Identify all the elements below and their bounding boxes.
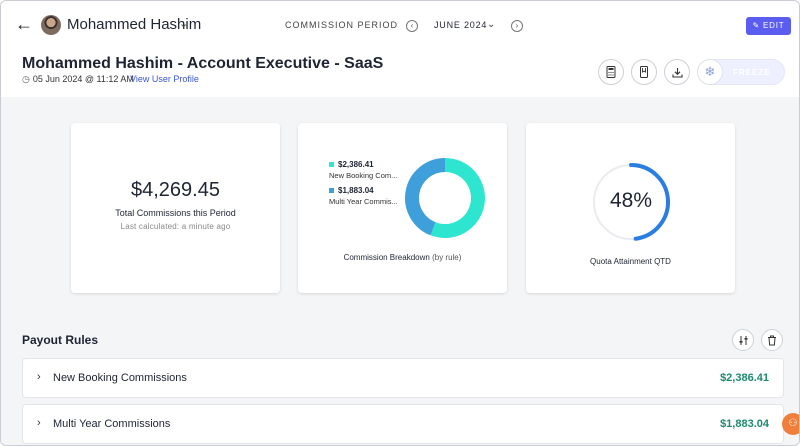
filter-button[interactable] bbox=[732, 329, 754, 351]
clock-icon: ◷ bbox=[22, 74, 30, 84]
trash-icon bbox=[768, 335, 776, 345]
sliders-icon bbox=[739, 335, 747, 345]
legend-name: Multi Year Commis... bbox=[329, 197, 398, 206]
help-icon: ⚇ bbox=[788, 418, 798, 429]
donut-slice bbox=[430, 158, 485, 238]
donut-slice bbox=[405, 158, 446, 236]
calculator-button[interactable] bbox=[598, 59, 624, 85]
bookmark-icon bbox=[640, 66, 648, 78]
legend-value: $2,386.41 bbox=[338, 160, 374, 169]
payout-rule-row[interactable]: › Multi Year Commissions $1,883.04 bbox=[22, 404, 784, 444]
payout-rules-title: Payout Rules bbox=[22, 333, 99, 347]
page-title: Mohammed Hashim - Account Executive - Sa… bbox=[22, 55, 384, 72]
period-label: COMMISSION PERIOD bbox=[285, 20, 399, 30]
rule-amount: $1,883.04 bbox=[720, 418, 769, 430]
help-chat-button[interactable]: ⚇ bbox=[782, 413, 799, 435]
calculator-icon bbox=[606, 66, 616, 78]
freeze-button[interactable]: ❄ FREEZE bbox=[697, 59, 785, 85]
quota-ring bbox=[593, 163, 670, 241]
commission-breakdown-card: $2,386.41 New Booking Com... $1,883.04 M… bbox=[298, 123, 507, 293]
quota-value: 48% bbox=[609, 189, 653, 212]
view-user-profile-link[interactable]: View User Profile bbox=[130, 74, 199, 84]
top-bar: ← Mohammed Hashim ⌄ COMMISSION PERIOD ‹ … bbox=[1, 1, 799, 49]
download-icon bbox=[671, 67, 683, 78]
period-chevron-down-icon[interactable]: ⌄ bbox=[487, 19, 496, 30]
snowflake-icon: ❄ bbox=[697, 59, 723, 85]
previous-period-icon[interactable]: ‹ bbox=[406, 20, 418, 32]
breakdown-donut-chart bbox=[405, 158, 485, 238]
quota-label: Quota Attainment QTD bbox=[590, 257, 671, 266]
avatar bbox=[41, 15, 61, 35]
period-selector[interactable]: JUNE 2024 bbox=[434, 20, 488, 30]
rule-name: Multi Year Commissions bbox=[53, 418, 171, 430]
legend-swatch bbox=[329, 188, 334, 193]
rule-name: New Booking Commissions bbox=[53, 372, 187, 384]
breakdown-label: Commission Breakdown (by rule) bbox=[298, 253, 507, 262]
last-calculated: Last calculated: a minute ago bbox=[120, 222, 231, 231]
chevron-right-icon[interactable]: › bbox=[37, 371, 41, 383]
legend-value: $1,883.04 bbox=[338, 186, 374, 195]
chevron-down-icon[interactable]: ⌄ bbox=[179, 18, 189, 30]
download-button[interactable] bbox=[664, 59, 690, 85]
total-label: Total Commissions this Period bbox=[115, 208, 236, 218]
delete-button[interactable] bbox=[761, 329, 783, 351]
bookmark-button[interactable] bbox=[631, 59, 657, 85]
chevron-right-icon[interactable]: › bbox=[37, 417, 41, 429]
freeze-label: FREEZE bbox=[733, 67, 771, 77]
edit-button[interactable]: ✎ EDIT bbox=[746, 17, 791, 35]
next-period-icon[interactable]: › bbox=[511, 20, 523, 32]
legend-name: New Booking Com... bbox=[329, 171, 398, 180]
edit-label: EDIT bbox=[763, 21, 785, 30]
total-amount: $4,269.45 bbox=[131, 179, 220, 201]
back-arrow-icon[interactable]: ← bbox=[15, 14, 33, 34]
breakdown-title: Commission Breakdown bbox=[343, 253, 430, 262]
user-name[interactable]: Mohammed Hashim bbox=[67, 16, 202, 33]
total-commissions-card: $4,269.45 Total Commissions this Period … bbox=[71, 123, 280, 293]
timestamp: ◷ 05 Jun 2024 @ 11:12 AM bbox=[22, 74, 134, 85]
rule-amount: $2,386.41 bbox=[720, 372, 769, 384]
legend-swatch bbox=[329, 162, 334, 167]
breakdown-subtitle: (by rule) bbox=[432, 253, 462, 262]
timestamp-text: 05 Jun 2024 @ 11:12 AM bbox=[32, 74, 134, 84]
pencil-icon: ✎ bbox=[752, 21, 761, 30]
quota-progress-arc bbox=[629, 163, 670, 241]
payout-rule-row[interactable]: › New Booking Commissions $2,386.41 bbox=[22, 358, 784, 398]
quota-attainment-card: 48% Quota Attainment QTD bbox=[526, 123, 735, 293]
